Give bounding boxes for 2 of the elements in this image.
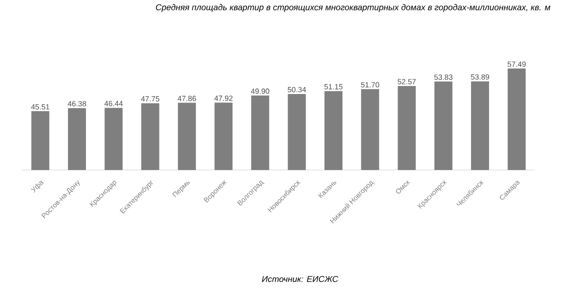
- text: Источник: ЕИСЖС: [262, 276, 338, 282]
- chart-title: Средняя площадь квартир в строящихся многоквартирных домах в городах-миллионниках, кв. м: [156, 4, 550, 12]
